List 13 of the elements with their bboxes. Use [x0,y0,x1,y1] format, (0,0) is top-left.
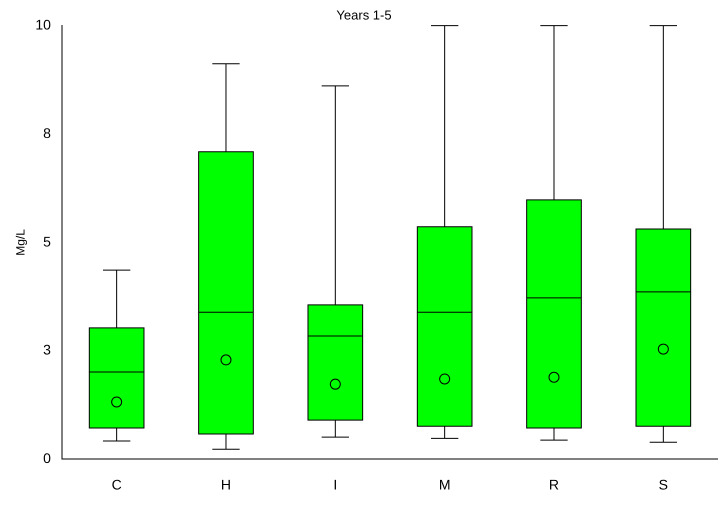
y-tick-label: 0 [43,450,52,466]
x-tick-label: H [220,476,232,492]
x-tick-label: M [438,476,450,492]
chart-title: Years 1-5 [336,7,392,22]
y-axis-title: Mg/L [14,228,28,256]
x-tick-label: C [112,476,122,492]
y-tick-label: 3 [43,342,52,358]
x-tick-label: S [658,476,668,492]
y-tick-label: 5 [43,233,52,250]
x-tick-label: I [333,476,338,492]
y-tick-label: 10 [35,16,52,32]
y-tick-label: 8 [43,124,52,141]
x-tick-label: R [548,476,560,492]
